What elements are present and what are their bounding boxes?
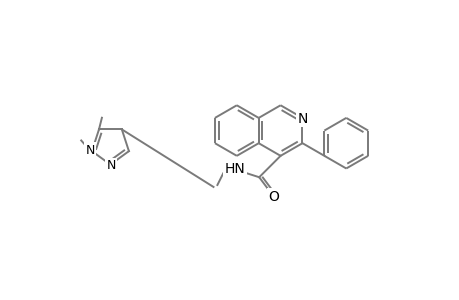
Text: HN: HN	[224, 162, 245, 176]
Text: N: N	[106, 159, 116, 172]
Text: N: N	[85, 144, 95, 157]
Text: N: N	[297, 112, 307, 126]
Text: O: O	[268, 190, 279, 204]
